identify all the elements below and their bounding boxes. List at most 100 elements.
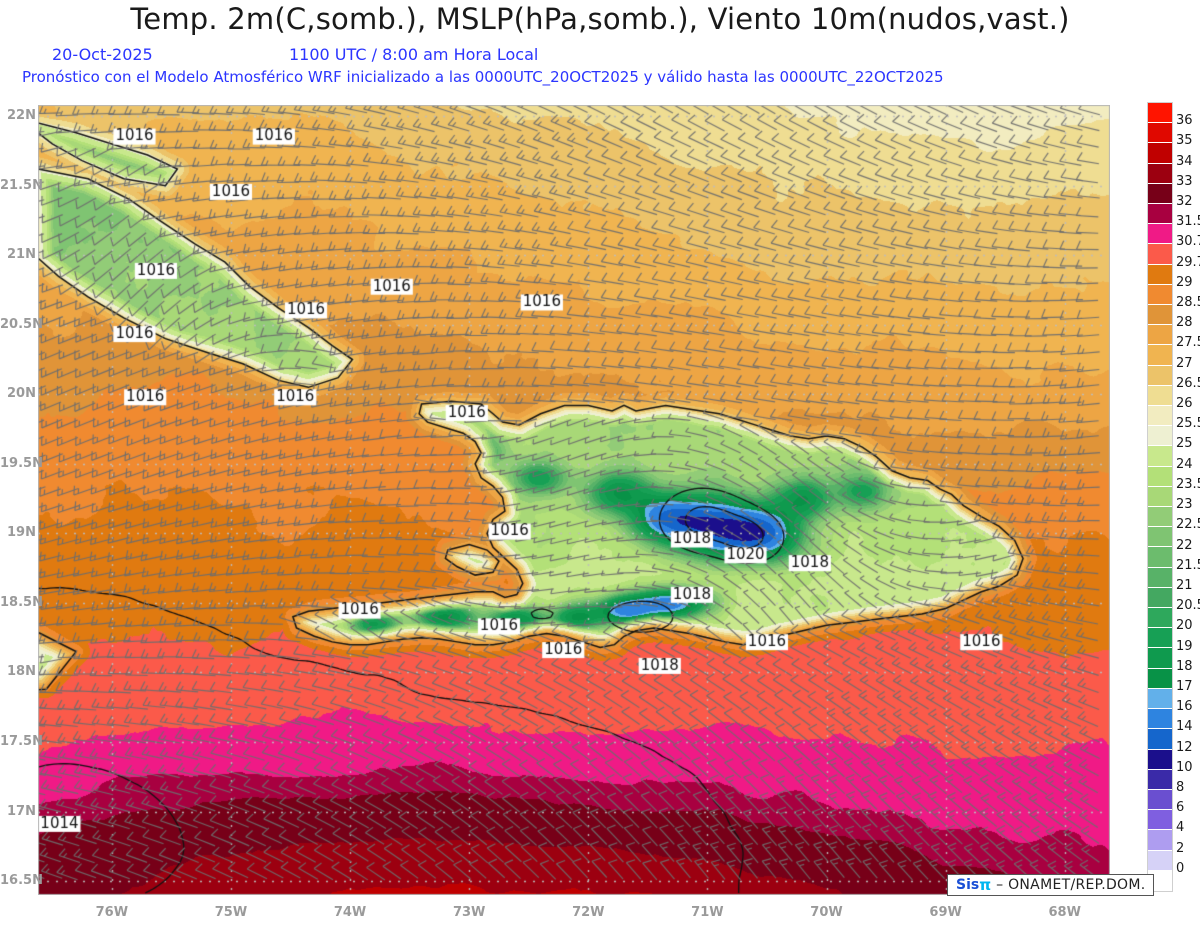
colorbar-swatch [1148,325,1172,346]
colorbar-tick-label: 4 [1176,820,1185,836]
colorbar-swatch [1148,224,1172,245]
colorbar-tick-label: 31.5 [1176,214,1200,230]
logo-pi-icon: π [979,876,992,894]
colorbar-tick-label: 26.5 [1176,375,1200,391]
lat-tick-label: 17N [7,803,36,819]
forecast-time: 1100 UTC / 8:00 am Hora Local [289,45,539,64]
colorbar-swatch [1148,567,1172,588]
lon-tick-label: 75W [214,905,248,920]
forecast-date: 20-Oct-2025 [52,45,153,64]
colorbar-swatch [1148,810,1172,831]
lat-tick-label: 19.5N [0,455,43,471]
colorbar-tick-label: 0 [1176,860,1185,876]
colorbar-swatch [1148,406,1172,427]
lon-tick-label: 68W [1048,905,1081,920]
colorbar-tick-label: 18 [1176,658,1193,674]
map-raster [38,105,1110,895]
colorbar-tick-label: 21 [1176,577,1193,593]
colorbar-tick-label: 23.5 [1176,476,1200,492]
chart-header: Temp. 2m(C,somb.), MSLP(hPa,somb.), Vien… [0,0,1200,96]
colorbar-swatch [1148,345,1172,366]
colorbar-swatch [1148,264,1172,285]
colorbar-swatch [1148,183,1172,205]
colorbar-tick-label: 12 [1176,739,1193,755]
colorbar-tick-label: 22.5 [1176,517,1200,533]
colorbar-swatch [1148,850,1172,871]
colorbar-swatch [1148,648,1172,669]
colorbar-tick-label: 29.7 [1176,254,1200,270]
colorbar-tick-label: 27.5 [1176,335,1200,351]
colorbar-swatch [1148,608,1172,629]
colorbar-swatch [1148,123,1172,144]
lat-tick-label: 16.5N [0,873,43,889]
colorbar-tick-label: 17 [1176,678,1193,694]
colorbar-tick-label: 6 [1176,800,1185,816]
attribution-badge: Sis π – ONAMET/REP.DOM. [947,874,1155,896]
logo-separator: – [996,877,1004,893]
colorbar-swatch [1148,789,1172,811]
colorbar-swatch [1148,466,1172,487]
colorbar-tick-label: 32 [1176,194,1193,210]
colorbar-swatch [1148,385,1172,407]
lon-tick-label: 73W [452,905,486,920]
colorbar-tick-label: 27 [1176,355,1193,371]
lat-tick-label: 19N [7,525,36,541]
colorbar-tick-label: 14 [1176,719,1193,735]
colorbar-swatch [1148,527,1172,548]
colorbar-tick-label: 24 [1176,456,1193,472]
colorbar-tick-label: 21.5 [1176,557,1200,573]
colorbar-tick-label: 16 [1176,699,1193,715]
colorbar-tick-label: 20 [1176,618,1193,634]
lon-tick-label: 76W [95,905,129,920]
colorbar-tick-label: 28 [1176,315,1193,331]
lon-tick-label: 72W [572,905,605,920]
colorbar-swatch [1148,628,1172,649]
lon-tick-label: 71W [691,905,724,920]
temperature-colorbar [1147,102,1173,892]
colorbar-swatch [1148,244,1172,265]
colorbar-swatch [1148,729,1172,750]
lon-tick-label: 69W [929,905,962,920]
colorbar-swatch [1148,709,1172,730]
colorbar-tick-label: 8 [1176,779,1185,795]
colorbar-tick-label: 20.5 [1176,598,1200,614]
page-title: Temp. 2m(C,somb.), MSLP(hPa,somb.), Vien… [130,2,1070,36]
lat-tick-label: 18.5N [0,594,43,610]
colorbar-swatch [1148,204,1172,225]
colorbar-swatch [1148,769,1172,790]
colorbar-tick-label: 25.5 [1176,416,1200,432]
colorbar-tick-label: 25 [1176,436,1193,452]
lat-tick-label: 22N [7,108,36,124]
colorbar-tick-label: 26 [1176,396,1193,412]
colorbar-tick-label: 30.7 [1176,234,1200,250]
colorbar-swatch [1148,446,1172,467]
colorbar-swatch [1148,486,1172,508]
colorbar-tick-label: 36 [1176,113,1193,129]
colorbar-tick-label: 22 [1176,537,1193,553]
colorbar-tick-label: 29 [1176,274,1193,290]
colorbar-tick-label: 34 [1176,153,1193,169]
colorbar-swatch [1148,688,1172,710]
weather-map[interactable] [38,105,1110,895]
colorbar-tick-label: 23 [1176,497,1193,513]
subtitle-row: 20-Oct-2025 1100 UTC / 8:00 am Hora Loca… [52,45,752,65]
colorbar-swatch [1148,668,1172,689]
lat-tick-label: 20.5N [0,316,43,332]
colorbar-tick-label: 28.5 [1176,295,1200,311]
colorbar-tick-label: 33 [1176,173,1193,189]
colorbar-swatch [1148,284,1172,306]
colorbar-swatch [1148,547,1172,568]
lon-tick-label: 74W [333,905,367,920]
colorbar-swatch [1148,305,1172,326]
lon-tick-label: 70W [810,905,843,920]
lat-tick-label: 20N [7,386,36,402]
colorbar-swatch [1148,163,1172,184]
lat-tick-label: 17.5N [0,734,43,749]
colorbar-swatch [1148,143,1172,164]
logo-sis-text: Sis [956,877,980,893]
colorbar-swatch [1148,830,1172,851]
lat-tick-label: 18N [7,664,36,680]
colorbar-swatch [1148,749,1172,770]
colorbar-swatch [1148,507,1172,528]
colorbar-swatch [1148,103,1172,124]
